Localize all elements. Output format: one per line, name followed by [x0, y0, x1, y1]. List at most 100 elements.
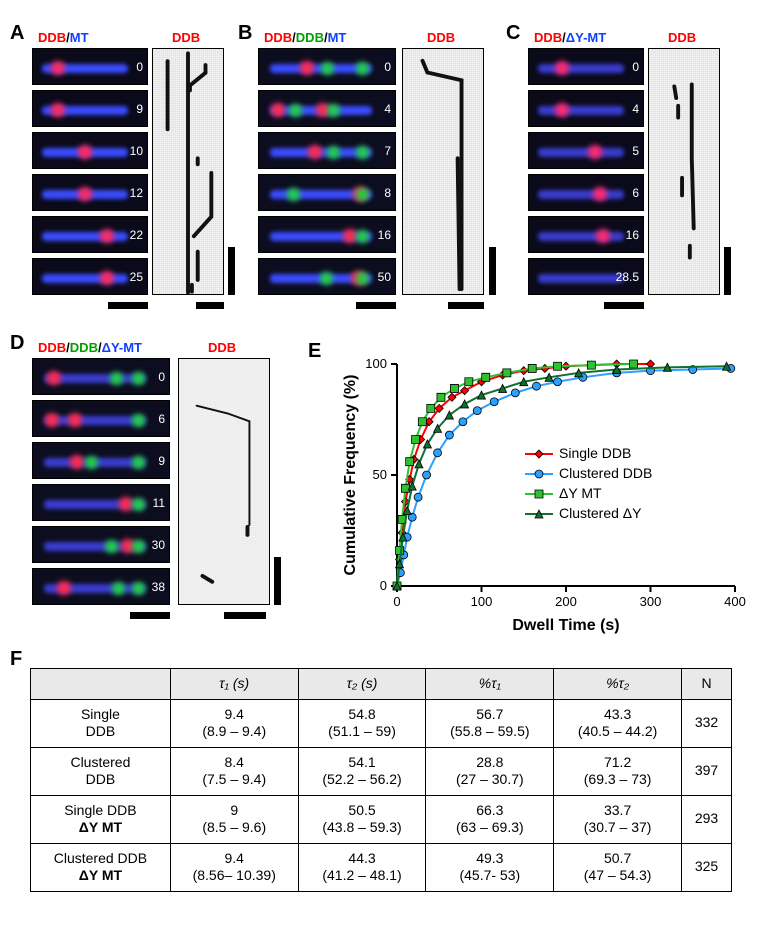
frame-timestamp: 11	[153, 496, 165, 510]
panel-color-title: DDB/DDB/MT	[264, 30, 346, 45]
scale-bar	[130, 612, 170, 619]
svg-text:ΔY MT: ΔY MT	[559, 485, 602, 501]
svg-text:200: 200	[555, 594, 577, 609]
frame-timestamp: 38	[152, 580, 165, 594]
table-row: ClusteredDDB8.4(7.5 – 9.4)54.1(52.2 – 56…	[31, 747, 732, 795]
scale-bar	[196, 302, 224, 309]
chart-dwell-time: 0100200300400050100Dwell Time (s)Cumulat…	[325, 346, 747, 636]
microscopy-frame: 16	[528, 216, 644, 253]
microscopy-frame: 9	[32, 442, 170, 479]
frame-timestamp: 9	[158, 454, 165, 468]
microscopy-frame: 0	[32, 358, 170, 395]
microscopy-frame: 0	[528, 48, 644, 85]
microscopy-frame: 50	[258, 258, 396, 295]
svg-text:0: 0	[393, 594, 400, 609]
table-header: τ₁ (s)	[170, 669, 298, 700]
microscopy-frame: 12	[32, 174, 148, 211]
microscopy-frame: 16	[258, 216, 396, 253]
table-header	[31, 669, 171, 700]
microscopy-frame: 0	[32, 48, 148, 85]
microscopy-frame: 11	[32, 484, 170, 521]
frame-timestamp: 4	[384, 102, 391, 116]
table-row: Clustered DDBΔY MT9.4(8.56– 10.39)44.3(4…	[31, 843, 732, 891]
scale-bar	[724, 247, 731, 295]
scale-bar	[448, 302, 484, 309]
panel-label-a: A	[10, 22, 24, 45]
microscopy-frame: 6	[32, 400, 170, 437]
svg-text:Clustered ΔY: Clustered ΔY	[559, 505, 642, 521]
svg-text:400: 400	[724, 594, 746, 609]
scale-bar	[489, 247, 496, 295]
panel-label-f: F	[10, 648, 22, 671]
frame-timestamp: 12	[130, 186, 143, 200]
kymograph	[402, 48, 484, 295]
scale-bar	[224, 612, 266, 619]
frame-timestamp: 0	[384, 60, 391, 74]
scale-bar	[604, 302, 644, 309]
microscopy-frame: 7	[258, 132, 396, 169]
scale-bar	[274, 557, 281, 605]
frame-timestamp: 4	[632, 102, 639, 116]
frame-timestamp: 7	[384, 144, 391, 158]
kymograph	[178, 358, 270, 605]
frame-timestamp: 16	[626, 228, 639, 242]
scale-bar	[108, 302, 148, 309]
svg-text:0: 0	[380, 578, 387, 593]
frame-timestamp: 0	[136, 60, 143, 74]
panel-color-title: DDB/ΔY-MT	[534, 30, 606, 45]
panel-label-b: B	[238, 22, 252, 45]
panel-color-title: DDB	[427, 30, 455, 45]
svg-text:Single DDB: Single DDB	[559, 445, 631, 461]
panel-color-title: DDB	[668, 30, 696, 45]
microscopy-frame: 38	[32, 568, 170, 605]
microscopy-frame: 8	[258, 174, 396, 211]
frame-timestamp: 6	[632, 186, 639, 200]
kymograph	[152, 48, 224, 295]
table-row: Single DDBΔY MT9(8.5 – 9.6)50.5(43.8 – 5…	[31, 795, 732, 843]
frame-timestamp: 6	[158, 412, 165, 426]
table-header: N	[682, 669, 732, 700]
frame-timestamp: 22	[130, 228, 143, 242]
table-header: %τ₁	[426, 669, 554, 700]
svg-text:100: 100	[365, 356, 387, 371]
microscopy-frame: 10	[32, 132, 148, 169]
frame-timestamp: 5	[632, 144, 639, 158]
frame-timestamp: 0	[158, 370, 165, 384]
svg-text:Clustered DDB: Clustered DDB	[559, 465, 652, 481]
frame-timestamp: 50	[378, 270, 391, 284]
microscopy-frame: 5	[528, 132, 644, 169]
microscopy-frame: 30	[32, 526, 170, 563]
frame-timestamp: 10	[130, 144, 143, 158]
microscopy-frame: 28.5	[528, 258, 644, 295]
table-row: SingleDDB9.4(8.9 – 9.4)54.8(51.1 – 59)56…	[31, 699, 732, 747]
frame-timestamp: 9	[136, 102, 143, 116]
panel-label-e: E	[308, 340, 321, 363]
frame-timestamp: 25	[130, 270, 143, 284]
panel-label-d: D	[10, 332, 24, 355]
microscopy-frame: 6	[528, 174, 644, 211]
microscopy-frame: 9	[32, 90, 148, 127]
frame-timestamp: 0	[632, 60, 639, 74]
svg-text:300: 300	[640, 594, 662, 609]
panel-color-title: DDB/MT	[38, 30, 89, 45]
frame-timestamp: 28.5	[616, 270, 639, 284]
scale-bar	[228, 247, 235, 295]
frame-timestamp: 8	[384, 186, 391, 200]
svg-text:100: 100	[471, 594, 493, 609]
microscopy-frame: 25	[32, 258, 148, 295]
panel-color-title: DDB	[172, 30, 200, 45]
parameter-table: τ₁ (s)τ₂ (s)%τ₁%τ₂NSingleDDB9.4(8.9 – 9.…	[30, 668, 732, 892]
kymograph	[648, 48, 720, 295]
svg-text:Dwell Time (s): Dwell Time (s)	[512, 617, 619, 634]
microscopy-frame: 22	[32, 216, 148, 253]
microscopy-frame: 0	[258, 48, 396, 85]
table-header: τ₂ (s)	[298, 669, 426, 700]
table-header: %τ₂	[554, 669, 682, 700]
scale-bar	[356, 302, 396, 309]
panel-label-c: C	[506, 22, 520, 45]
svg-text:50: 50	[373, 467, 387, 482]
panel-color-title: DDB	[208, 340, 236, 355]
microscopy-frame: 4	[528, 90, 644, 127]
frame-timestamp: 16	[378, 228, 391, 242]
frame-timestamp: 30	[152, 538, 165, 552]
